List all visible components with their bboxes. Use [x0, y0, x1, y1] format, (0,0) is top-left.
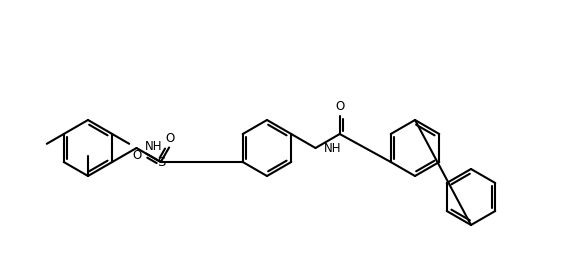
Text: O: O [133, 149, 142, 162]
Text: S: S [157, 155, 165, 169]
Text: NH: NH [324, 143, 341, 155]
Text: O: O [335, 100, 345, 113]
Text: NH: NH [144, 140, 162, 154]
Text: O: O [166, 132, 175, 145]
